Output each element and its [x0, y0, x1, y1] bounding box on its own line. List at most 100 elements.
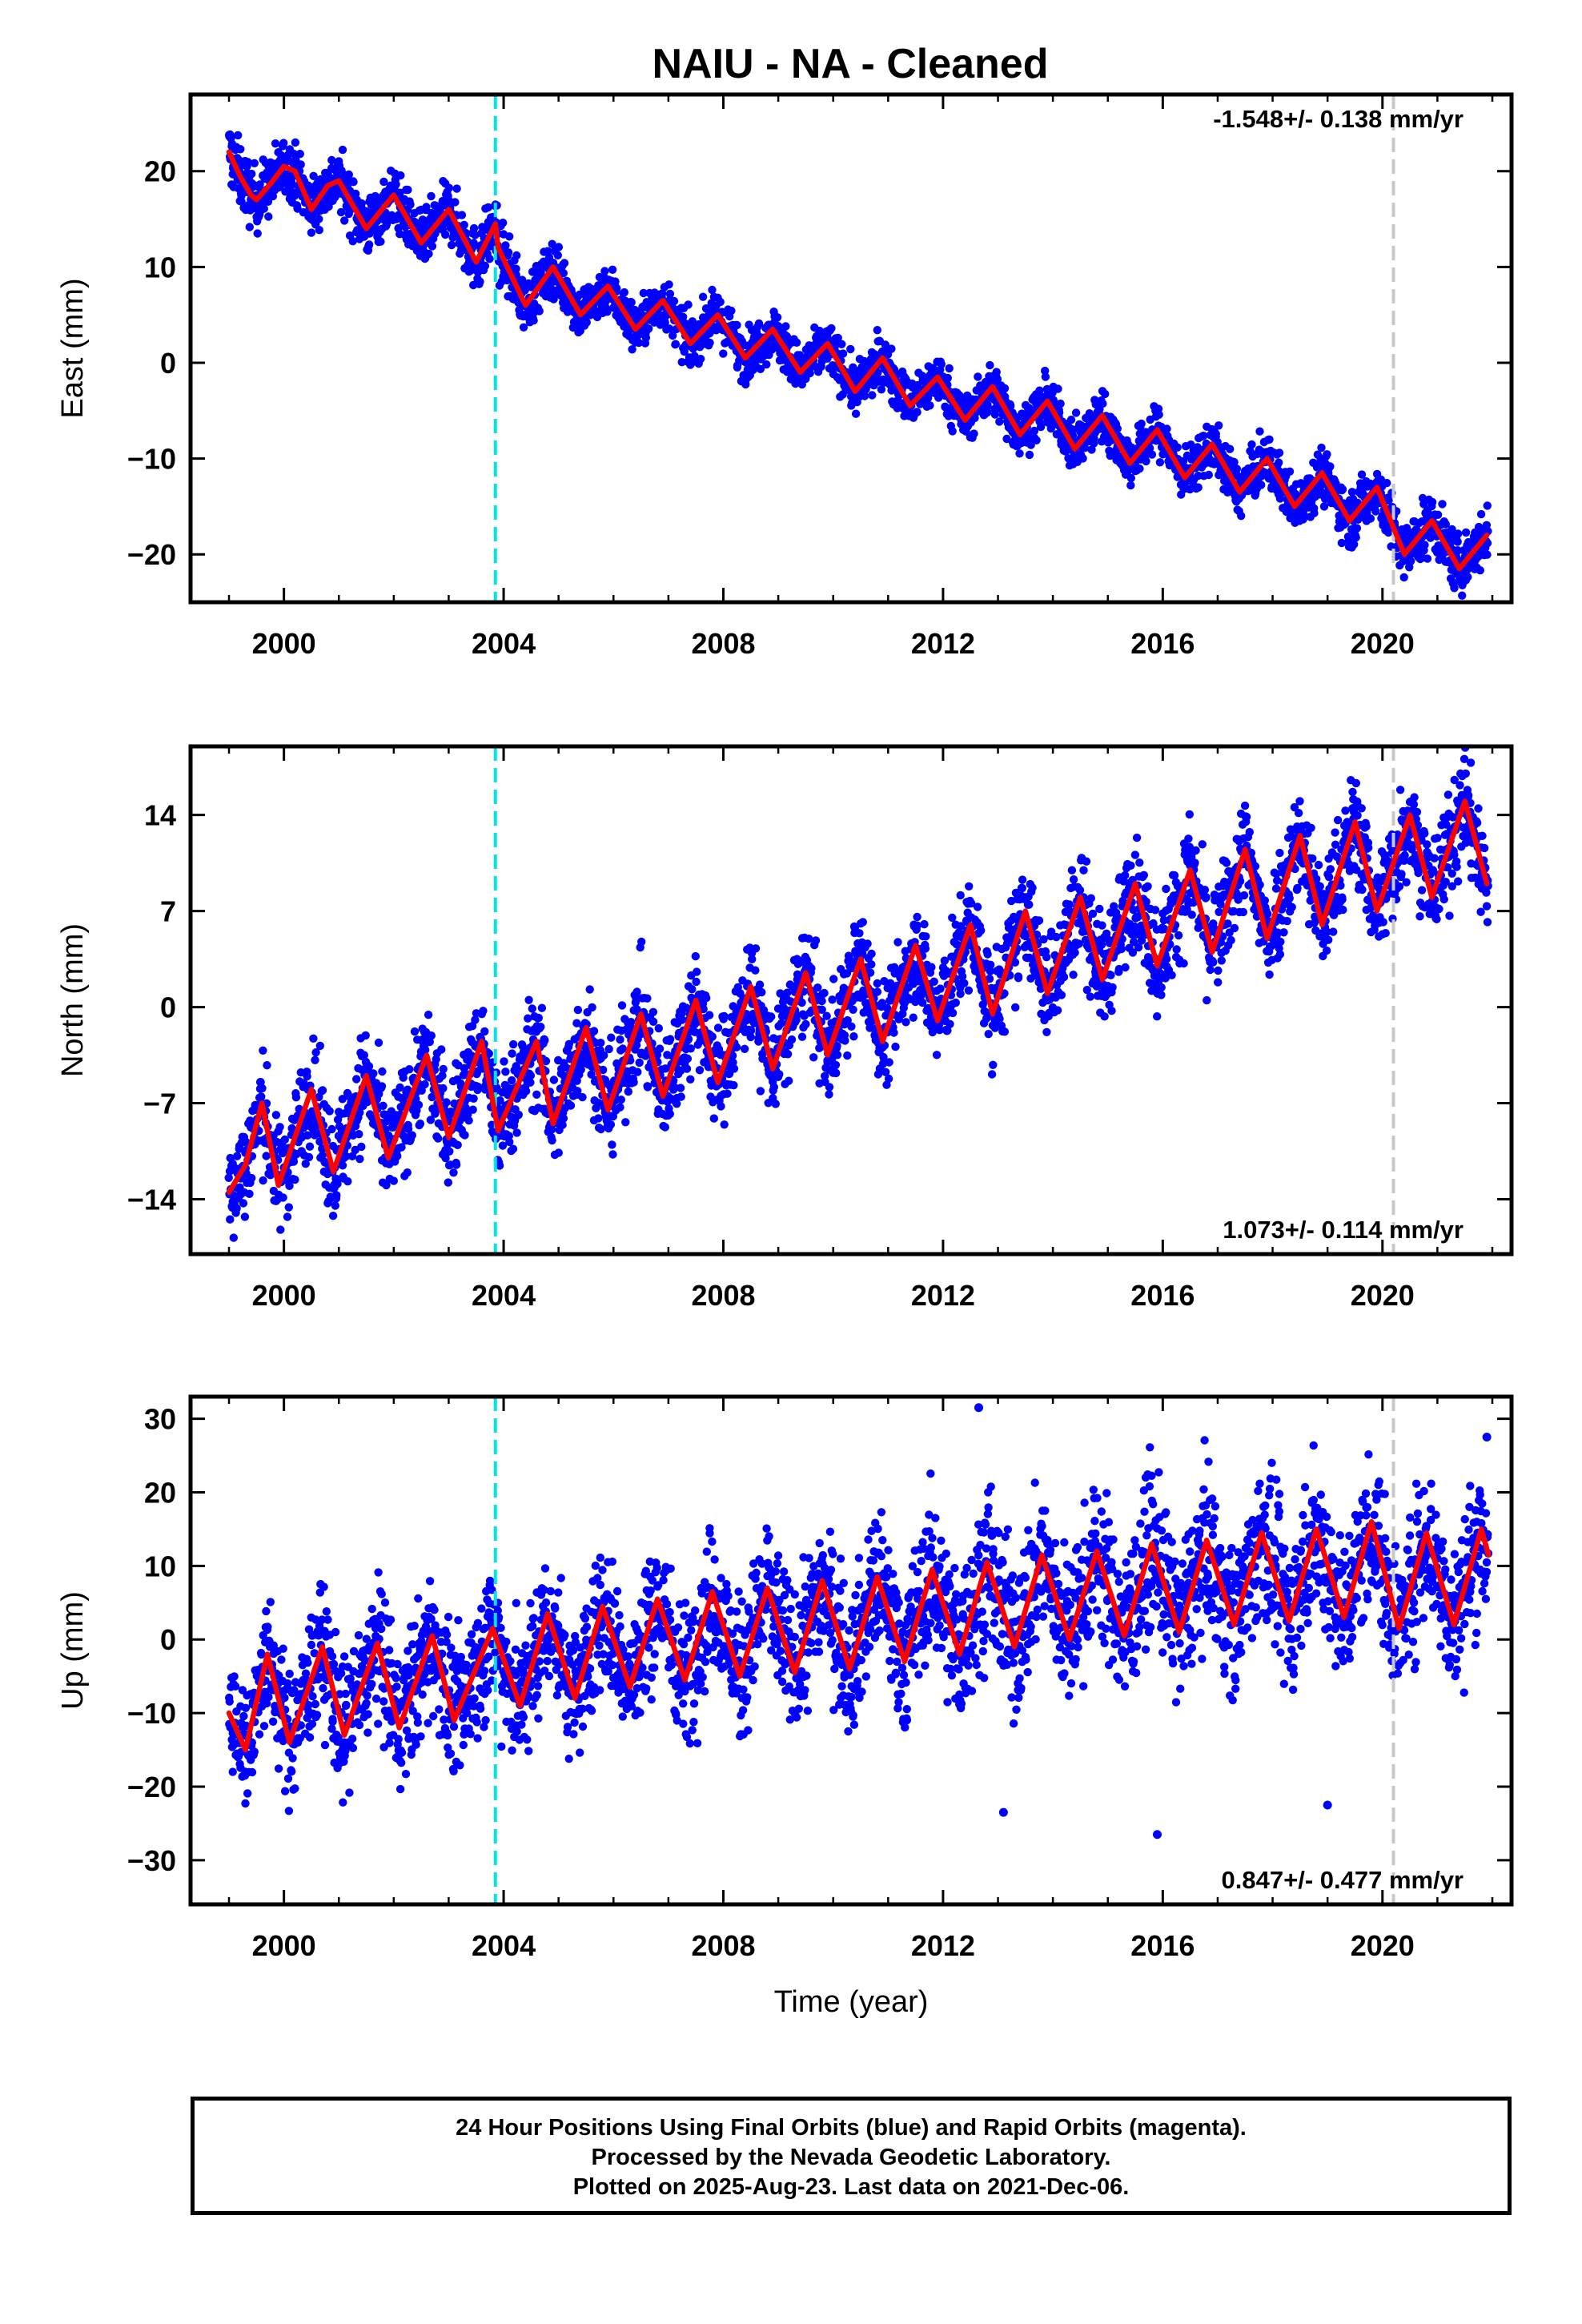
observation-point	[688, 317, 697, 326]
observation-point	[669, 331, 677, 340]
observation-point	[837, 340, 846, 348]
observation-point	[1142, 456, 1150, 466]
observation-point	[391, 180, 400, 189]
observation-point	[279, 1193, 287, 1202]
observation-point	[775, 1070, 784, 1079]
y-tick-label: 0	[160, 347, 176, 380]
y-tick-label: 10	[144, 251, 176, 283]
observation-point	[943, 373, 953, 383]
observation-point	[863, 939, 872, 948]
observation-point	[657, 289, 667, 298]
observation-point	[549, 295, 558, 304]
observation-point	[357, 199, 366, 208]
observation-point	[769, 1083, 778, 1092]
observation-point	[995, 417, 1004, 426]
observation-point	[1476, 509, 1486, 519]
observation-point	[665, 280, 673, 289]
observation-point	[680, 347, 689, 356]
observation-point	[425, 1037, 434, 1047]
observation-point	[559, 268, 568, 278]
observation-point	[1483, 550, 1492, 559]
observation-point	[1078, 454, 1087, 463]
observation-point	[885, 1058, 893, 1067]
observation-point	[1265, 435, 1274, 444]
x-tick-label: 2012	[911, 627, 975, 660]
observation-point	[1237, 512, 1246, 521]
observation-point	[1025, 404, 1034, 412]
observation-point	[713, 1023, 723, 1032]
observation-point	[336, 207, 346, 217]
observation-points-east	[224, 130, 1492, 600]
observation-point	[974, 372, 982, 381]
observation-point	[420, 1080, 429, 1089]
observation-point	[1015, 449, 1024, 458]
observation-point	[992, 368, 1001, 376]
observation-point	[606, 1120, 616, 1129]
observation-point	[309, 171, 318, 180]
observation-point	[589, 1027, 599, 1035]
observation-point	[263, 197, 273, 206]
observation-point	[410, 1027, 420, 1036]
observation-point	[1347, 488, 1357, 497]
observation-point	[860, 392, 869, 400]
observation-point	[461, 1104, 470, 1112]
observation-point	[612, 283, 621, 293]
observation-point	[480, 1027, 489, 1036]
observation-point	[547, 1125, 556, 1134]
observation-point	[355, 1108, 364, 1117]
observation-point	[654, 1023, 663, 1033]
chart-title: NAIU - NA - Cleaned	[652, 41, 1049, 87]
observation-point	[683, 1054, 693, 1063]
observation-point	[521, 1087, 531, 1096]
observation-point	[504, 248, 513, 257]
observation-point	[1137, 419, 1146, 428]
observation-point	[867, 960, 876, 969]
observation-point	[677, 1066, 685, 1076]
observation-point	[1483, 539, 1492, 548]
observation-point	[1317, 443, 1326, 452]
observation-point	[785, 1076, 793, 1085]
observation-point	[1080, 444, 1090, 452]
observation-point	[365, 229, 374, 238]
observation-point	[634, 338, 644, 348]
observation-point	[495, 1161, 504, 1170]
observation-point	[349, 178, 358, 187]
observation-point	[1426, 533, 1435, 542]
observation-point	[457, 211, 467, 219]
observation-point	[279, 139, 288, 147]
observation-point	[258, 1084, 267, 1093]
observation-point	[858, 949, 867, 959]
observation-point	[825, 1083, 834, 1092]
observation-point	[608, 1150, 617, 1159]
observation-point	[1147, 450, 1157, 459]
observation-point	[588, 1003, 596, 1012]
observation-point	[351, 189, 360, 199]
observation-point	[464, 1116, 473, 1125]
observation-point	[644, 324, 653, 333]
observation-point	[633, 1068, 642, 1076]
observation-point	[305, 1142, 315, 1151]
observation-point	[693, 967, 701, 976]
observation-point	[727, 306, 736, 316]
observation-point	[1323, 450, 1331, 459]
observation-point	[945, 364, 954, 373]
observation-point	[441, 230, 450, 239]
observation-point	[1232, 464, 1242, 473]
observation-point	[343, 1177, 352, 1186]
observation-point	[686, 1075, 695, 1084]
observation-point	[702, 994, 711, 1003]
observation-point	[686, 1044, 695, 1053]
observation-point	[340, 216, 349, 225]
observation-points-north	[224, 746, 1492, 1242]
observation-point	[332, 1191, 341, 1200]
observation-point	[937, 360, 946, 368]
observation-point	[377, 1082, 387, 1091]
observation-point	[528, 1004, 536, 1013]
observation-point	[627, 298, 636, 307]
observation-point	[1000, 384, 1010, 393]
observation-point	[629, 1078, 638, 1087]
observation-point	[512, 1128, 521, 1137]
observation-point	[243, 158, 252, 167]
observation-point	[720, 1011, 729, 1021]
observation-point	[635, 1058, 644, 1068]
